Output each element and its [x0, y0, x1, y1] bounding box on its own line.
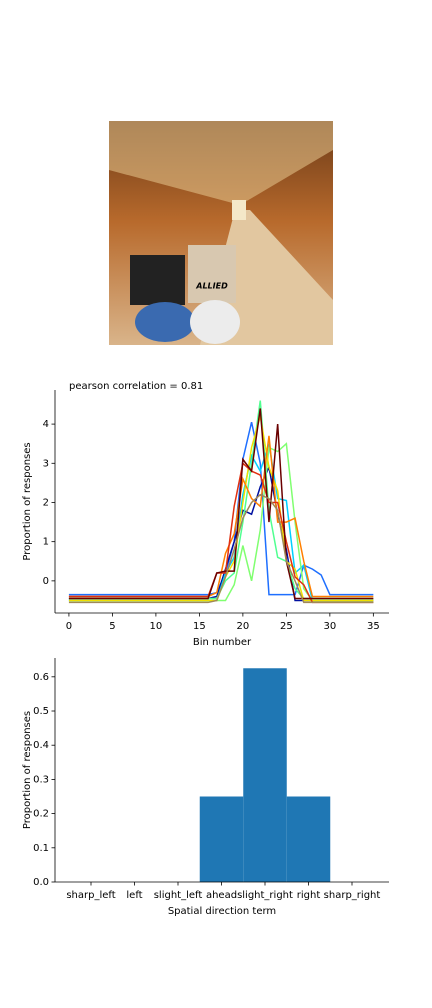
y-tick-label: 0	[43, 576, 49, 587]
series-line	[68, 493, 374, 604]
roof-rafters	[109, 121, 333, 205]
bin	[130, 255, 185, 305]
x-axis-label: Spatial direction term	[168, 906, 276, 917]
x-tick-label: 0	[66, 621, 72, 632]
x-tick-label: 35	[367, 621, 380, 632]
x-tick-label: 10	[150, 621, 163, 632]
y-tick-label: 4	[43, 419, 49, 430]
y-tick-label: 0.5	[33, 706, 49, 717]
y-tick-label: 3	[43, 458, 49, 469]
y-axis-label: Proportion of responses	[22, 442, 33, 560]
x-tick-label: slight_right	[237, 890, 293, 901]
y-tick-label: 0.0	[33, 877, 49, 888]
x-tick-label: left	[126, 890, 142, 901]
y-tick-label: 1	[43, 537, 49, 548]
chart-title: pearson correlation = 0.81	[69, 381, 203, 392]
x-tick-label: 30	[323, 621, 336, 632]
series-line	[68, 421, 374, 596]
x-axis-label: Bin number	[193, 637, 252, 648]
window	[232, 200, 246, 220]
y-tick-label: 2	[43, 497, 49, 508]
y-tick-label: 0.2	[33, 809, 49, 820]
series-line	[68, 400, 374, 600]
box	[188, 245, 236, 303]
x-tick-label: right	[297, 890, 321, 901]
x-tick-label: 15	[193, 621, 206, 632]
series-line	[68, 442, 374, 602]
y-tick-label: 0.4	[33, 740, 49, 751]
bar	[243, 668, 287, 882]
x-tick-label: 20	[237, 621, 250, 632]
series-line	[68, 464, 374, 602]
box-label: ALLIED	[195, 282, 228, 291]
x-tick-label: sharp_left	[66, 890, 115, 901]
x-tick-label: slight_left	[154, 890, 203, 901]
x-tick-label: sharp_right	[324, 890, 381, 901]
series-line	[68, 408, 374, 600]
x-tick-label: 5	[109, 621, 115, 632]
y-tick-label: 0.3	[33, 774, 49, 785]
x-tick-label: 25	[280, 621, 293, 632]
series-line	[68, 443, 374, 602]
photo: ALLIED	[109, 121, 333, 345]
y-axis-label: Proportion of responses	[22, 711, 33, 829]
y-tick-label: 0.1	[33, 843, 49, 854]
y-tick-label: 0.6	[33, 672, 49, 683]
x-tick-label: ahead	[206, 890, 237, 901]
bar	[286, 796, 331, 882]
blue-bag	[135, 302, 195, 342]
white-bag	[190, 300, 240, 344]
bar	[199, 796, 244, 882]
